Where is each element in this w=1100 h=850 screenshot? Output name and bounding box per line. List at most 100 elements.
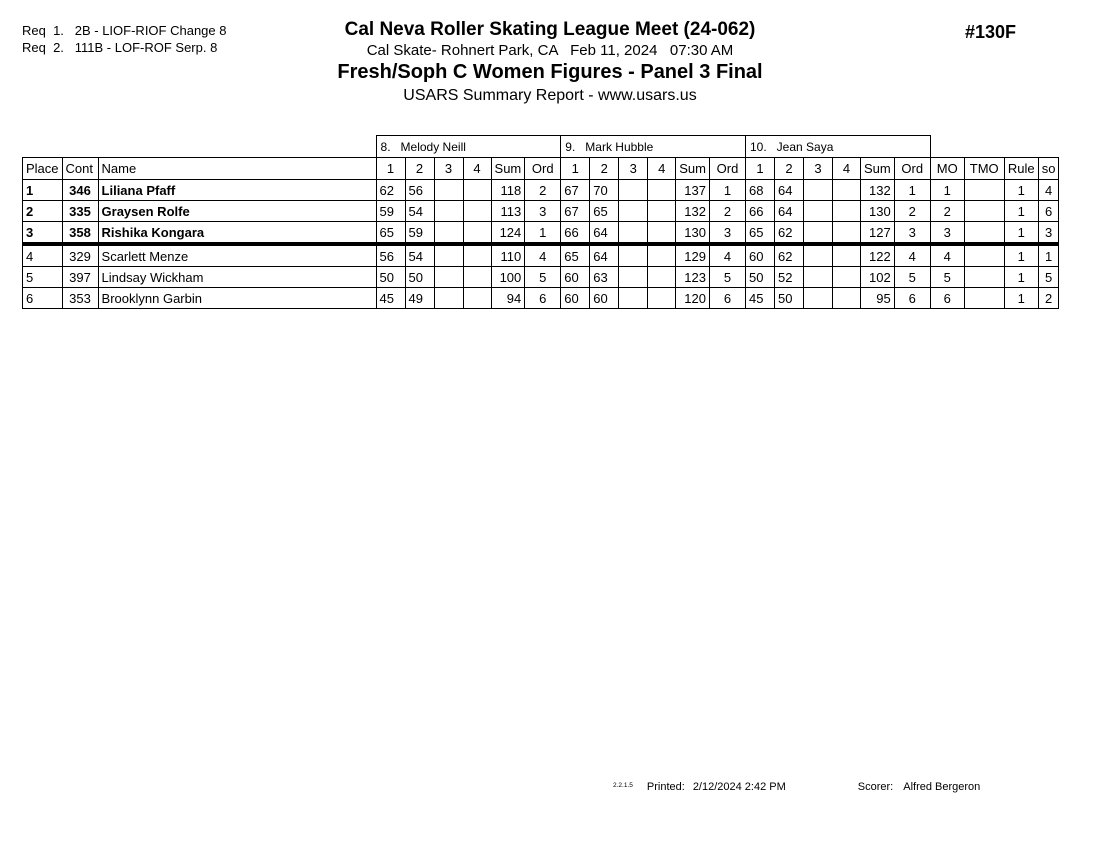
- cell-place: 5: [22, 266, 63, 288]
- cell-judge1-ordinal: 5: [524, 266, 562, 288]
- cell-contestant-number: 353: [61, 287, 99, 309]
- cell-judge2-score3: [618, 266, 649, 288]
- cell-judge1-sum: 124: [490, 221, 526, 246]
- footer: 2.2.1.5 Printed: 2/12/2024 2:42 PM Score…: [613, 781, 980, 793]
- cell-judge2-score4: [647, 179, 677, 201]
- scorer-name: Alfred Bergeron: [903, 781, 981, 793]
- cell-contestant-number: 335: [61, 200, 99, 222]
- cell-judge1-sum: 100: [490, 266, 526, 288]
- cell-judge2-score4: [647, 243, 677, 267]
- cell-judge3-score1: 65: [745, 221, 775, 246]
- cell-judge3-sum: 95: [860, 287, 895, 309]
- cell-place: 6: [22, 287, 63, 309]
- cell-judge1-score3: [433, 243, 464, 267]
- cell-judge2-score3: [618, 243, 649, 267]
- cell-rule: 1: [1003, 243, 1039, 267]
- cell-judge1-score4: [462, 221, 492, 246]
- requirement-2: Req 2. 111B - LOF-ROF Serp. 8: [22, 40, 218, 55]
- cell-judge1-score2: 54: [404, 200, 435, 222]
- cell-skater-name: Graysen Rolfe: [97, 200, 377, 222]
- cell-judge2-sum: 130: [675, 221, 710, 246]
- col-header-judge1-score2: 2: [404, 157, 435, 180]
- cell-majority-ordinal: 2: [929, 200, 965, 222]
- cell-majority-ordinal: 3: [929, 221, 965, 246]
- cell-skating-order: 1: [1037, 243, 1060, 267]
- cell-judge3-score4: [832, 179, 861, 201]
- cell-judge1-ordinal: 3: [524, 200, 562, 222]
- cell-judge3-score1: 60: [745, 243, 775, 267]
- cell-judge2-score3: [618, 179, 649, 201]
- judge-header-1: 8. Melody Neill: [375, 135, 562, 158]
- cell-judge3-score2: 64: [774, 179, 804, 201]
- cell-skating-order: 3: [1037, 221, 1060, 246]
- cell-judge1-sum: 94: [490, 287, 526, 309]
- cell-judge2-score4: [647, 287, 677, 309]
- col-header-judge3-sum: Sum: [860, 157, 895, 180]
- cell-rule: 1: [1003, 221, 1039, 246]
- cell-tmo: [963, 287, 1005, 309]
- cell-judge3-score2: 62: [774, 243, 804, 267]
- col-header-judge1-sum: Sum: [490, 157, 526, 180]
- col-header-name: Name: [97, 157, 377, 180]
- cell-tmo: [963, 179, 1005, 201]
- cell-judge1-ordinal: 2: [524, 179, 562, 201]
- cell-judge2-sum: 123: [675, 266, 710, 288]
- cell-judge2-score1: 65: [560, 243, 591, 267]
- cell-judge2-score1: 60: [560, 266, 591, 288]
- col-header-judge3-score1: 1: [745, 157, 775, 180]
- cell-tmo: [963, 243, 1005, 267]
- cell-judge2-ordinal: 6: [709, 287, 746, 309]
- cell-skater-name: Liliana Pfaff: [97, 179, 377, 201]
- cell-judge3-sum: 122: [860, 243, 895, 267]
- cell-judge2-score2: 65: [589, 200, 620, 222]
- col-header-judge2-score3: 3: [618, 157, 649, 180]
- cell-judge2-score2: 60: [589, 287, 620, 309]
- cell-judge2-ordinal: 1: [709, 179, 746, 201]
- col-header-judge2-score1: 1: [560, 157, 591, 180]
- cell-judge1-score4: [462, 243, 492, 267]
- cell-majority-ordinal: 6: [929, 287, 965, 309]
- cell-judge2-score2: 64: [589, 243, 620, 267]
- cell-rule: 1: [1003, 266, 1039, 288]
- cell-judge2-score4: [647, 200, 677, 222]
- cell-judge1-score4: [462, 179, 492, 201]
- col-header-so: so: [1037, 157, 1060, 180]
- col-header-judge3-ord: Ord: [893, 157, 931, 180]
- blank-left-header: [23, 136, 377, 158]
- event-title: Fresh/Soph C Women Figures - Panel 3 Fin…: [337, 61, 763, 83]
- cell-judge1-score2: 56: [404, 179, 435, 201]
- cell-judge3-sum: 102: [860, 266, 895, 288]
- col-header-judge3-score4: 4: [832, 157, 861, 180]
- cell-judge3-score4: [832, 243, 861, 267]
- cell-majority-ordinal: 4: [929, 243, 965, 267]
- cell-judge2-score1: 67: [560, 179, 591, 201]
- cell-skater-name: Rishika Kongara: [97, 221, 377, 246]
- cell-skater-name: Brooklynn Garbin: [97, 287, 377, 309]
- col-header-judge1-score3: 3: [433, 157, 464, 180]
- cell-judge3-score4: [832, 221, 861, 246]
- cell-skating-order: 6: [1037, 200, 1060, 222]
- cell-judge1-score4: [462, 287, 492, 309]
- cell-rule: 1: [1003, 287, 1039, 309]
- cell-judge3-score1: 66: [745, 200, 775, 222]
- cell-judge3-sum: 130: [860, 200, 895, 222]
- cell-judge3-score3: [803, 266, 833, 288]
- cell-judge3-score2: 62: [774, 221, 804, 246]
- printed-timestamp: 2/12/2024 2:42 PM: [692, 781, 786, 793]
- meet-title: Cal Neva Roller Skating League Meet (24-…: [344, 19, 756, 40]
- cell-judge3-sum: 132: [860, 179, 895, 201]
- cell-judge2-score3: [618, 221, 649, 246]
- cell-judge3-ordinal: 6: [893, 287, 931, 309]
- col-header-judge2-sum: Sum: [675, 157, 710, 180]
- cell-judge2-sum: 120: [675, 287, 710, 309]
- cell-judge2-sum: 132: [675, 200, 710, 222]
- col-header-mo: MO: [929, 157, 965, 180]
- venue-date-line: Cal Skate- Rohnert Park, CA Feb 11, 2024…: [366, 42, 734, 59]
- col-header-place: Place: [22, 157, 63, 180]
- result-row-4: 4 329 Scarlett Menze 56 54 110 4 65 64 129 4 60 62 12…: [22, 243, 1060, 267]
- cell-judge1-score3: [433, 200, 464, 222]
- cell-skating-order: 4: [1037, 179, 1060, 201]
- col-header-judge1-score1: 1: [375, 157, 406, 180]
- cell-rule: 1: [1003, 200, 1039, 222]
